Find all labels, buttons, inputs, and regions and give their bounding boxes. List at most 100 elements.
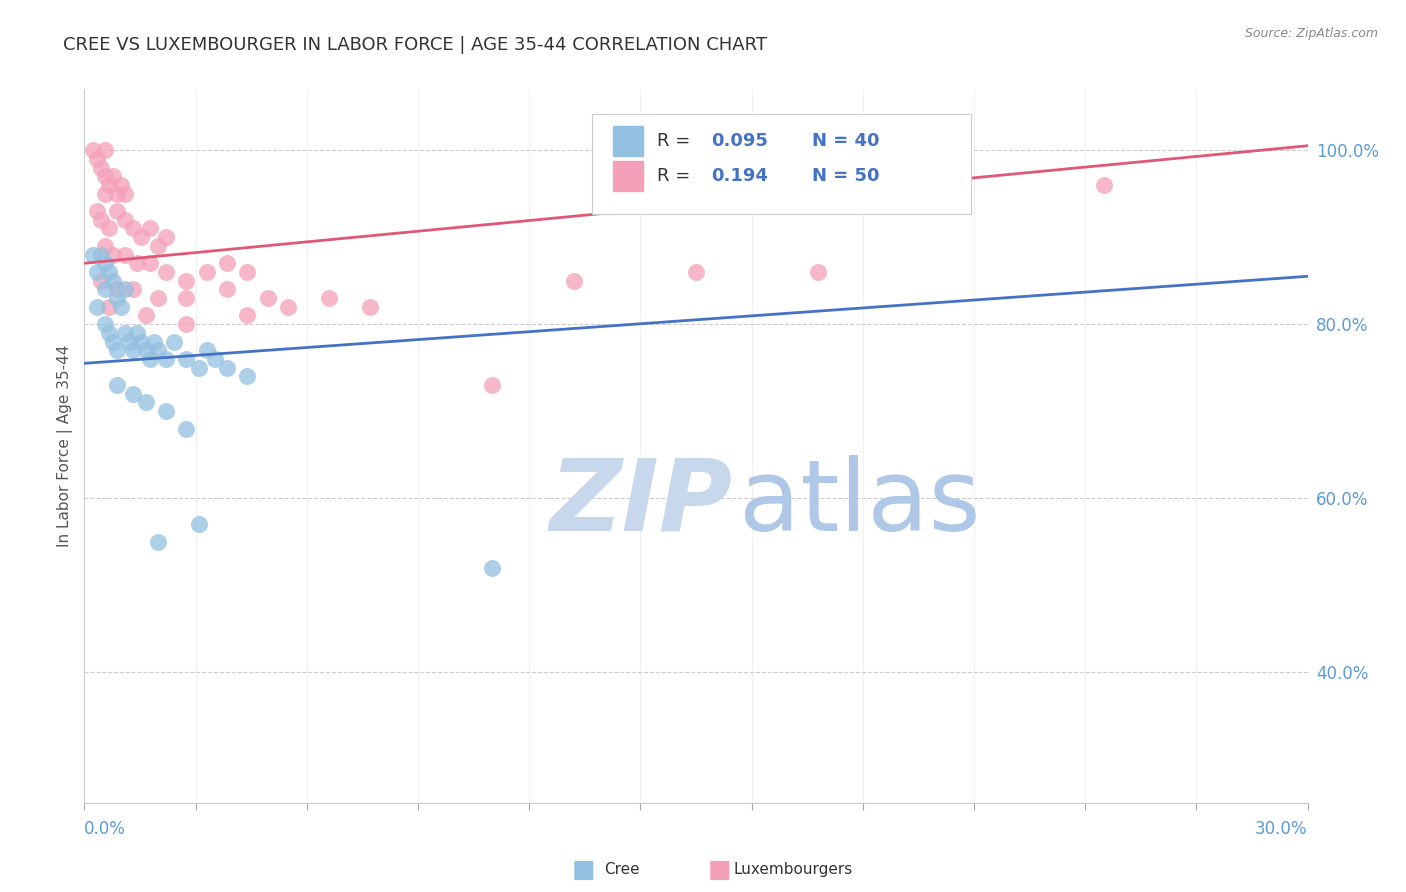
Point: [195, 343, 218, 358]
Text: 0.095: 0.095: [710, 132, 768, 150]
Point: [135, 309, 157, 323]
Point: [187, 360, 209, 375]
Point: [204, 351, 226, 366]
Point: [114, 212, 136, 227]
Text: Luxembourgers: Luxembourgers: [734, 863, 853, 877]
Text: 0.0%: 0.0%: [84, 821, 127, 838]
Point: [122, 221, 145, 235]
Point: [105, 282, 128, 296]
Point: [127, 326, 149, 340]
Point: [110, 178, 132, 192]
Point: [122, 343, 145, 358]
Point: [562, 274, 585, 288]
Point: [82, 247, 104, 261]
Point: [155, 404, 177, 418]
Point: [93, 317, 115, 331]
Point: [195, 265, 218, 279]
Bar: [613, 126, 644, 155]
Point: [86, 152, 108, 166]
Point: [131, 334, 153, 349]
Text: R =: R =: [657, 168, 696, 186]
Text: Source: ZipAtlas.com: Source: ZipAtlas.com: [1244, 27, 1378, 40]
Point: [187, 517, 209, 532]
Point: [146, 534, 169, 549]
Point: [110, 300, 132, 314]
Point: [90, 274, 112, 288]
Point: [97, 265, 120, 279]
Point: [138, 221, 160, 235]
Text: ■: ■: [572, 858, 595, 881]
Point: [163, 334, 186, 349]
Point: [90, 212, 112, 227]
Point: [122, 386, 145, 401]
Point: [155, 351, 177, 366]
Point: [97, 300, 120, 314]
Text: ZIP: ZIP: [550, 455, 733, 551]
Point: [146, 343, 169, 358]
Point: [155, 230, 177, 244]
Point: [135, 395, 157, 409]
Point: [138, 256, 160, 270]
Point: [105, 378, 128, 392]
Point: [105, 186, 128, 201]
Point: [318, 291, 340, 305]
Point: [101, 334, 124, 349]
Text: R =: R =: [657, 132, 696, 150]
Point: [97, 178, 120, 192]
Point: [685, 265, 707, 279]
Text: Cree: Cree: [605, 863, 640, 877]
Point: [86, 265, 108, 279]
Text: 30.0%: 30.0%: [1256, 821, 1308, 838]
Point: [217, 256, 239, 270]
Point: [93, 256, 115, 270]
Point: [101, 247, 124, 261]
Text: ■: ■: [709, 858, 731, 881]
Point: [142, 334, 165, 349]
Point: [131, 230, 153, 244]
Point: [114, 186, 136, 201]
Point: [86, 300, 108, 314]
Point: [217, 360, 239, 375]
Point: [174, 291, 197, 305]
Point: [82, 143, 104, 157]
Y-axis label: In Labor Force | Age 35-44: In Labor Force | Age 35-44: [58, 345, 73, 547]
Point: [236, 309, 259, 323]
Point: [155, 265, 177, 279]
Point: [257, 291, 280, 305]
Point: [105, 204, 128, 219]
Point: [93, 169, 115, 184]
Point: [146, 239, 169, 253]
Point: [146, 291, 169, 305]
Point: [97, 221, 120, 235]
Point: [481, 561, 503, 575]
Point: [236, 265, 259, 279]
Text: CREE VS LUXEMBOURGER IN LABOR FORCE | AGE 35-44 CORRELATION CHART: CREE VS LUXEMBOURGER IN LABOR FORCE | AG…: [63, 36, 768, 54]
Point: [807, 265, 830, 279]
Text: 0.194: 0.194: [710, 168, 768, 186]
Point: [101, 274, 124, 288]
Point: [174, 351, 197, 366]
Point: [135, 343, 157, 358]
Point: [93, 143, 115, 157]
Point: [90, 161, 112, 175]
Point: [359, 300, 381, 314]
Bar: [613, 161, 644, 191]
Point: [1092, 178, 1115, 192]
Point: [97, 326, 120, 340]
Point: [122, 282, 145, 296]
Point: [174, 317, 197, 331]
Point: [86, 204, 108, 219]
Point: [105, 343, 128, 358]
Text: N = 40: N = 40: [813, 132, 880, 150]
Point: [174, 421, 197, 435]
Text: atlas: atlas: [738, 455, 980, 551]
FancyBboxPatch shape: [592, 114, 972, 214]
Point: [105, 291, 128, 305]
Point: [127, 256, 149, 270]
Point: [114, 282, 136, 296]
Point: [93, 186, 115, 201]
Point: [90, 247, 112, 261]
Point: [138, 351, 160, 366]
Point: [481, 378, 503, 392]
Point: [93, 282, 115, 296]
